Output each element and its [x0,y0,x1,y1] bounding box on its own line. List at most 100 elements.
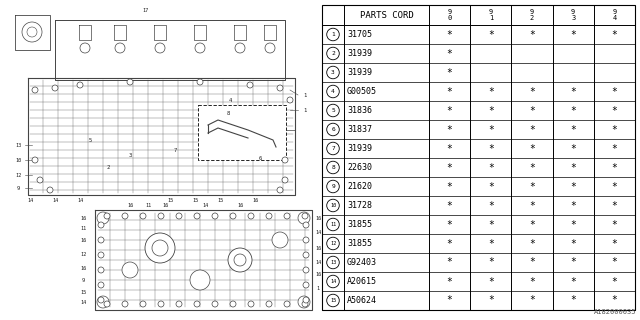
Circle shape [98,297,104,303]
Text: *: * [447,220,452,229]
Text: 14: 14 [330,279,336,284]
Circle shape [327,123,339,136]
Circle shape [98,237,104,243]
Text: *: * [570,181,576,191]
Circle shape [228,248,252,272]
Circle shape [97,212,109,224]
Text: 2: 2 [331,51,335,56]
Text: *: * [611,276,618,286]
Text: 16: 16 [315,245,321,251]
Text: 15: 15 [167,197,173,203]
Text: *: * [447,49,452,59]
Text: *: * [447,238,452,249]
Text: *: * [488,258,493,268]
Circle shape [327,275,339,288]
Circle shape [265,43,275,53]
Text: 31939: 31939 [347,49,372,58]
Text: *: * [570,220,576,229]
Text: *: * [488,163,493,172]
Text: 9: 9 [81,277,84,283]
Text: 3: 3 [331,70,335,75]
Text: 9: 9 [17,186,20,190]
Circle shape [47,187,53,193]
Text: *: * [447,86,452,97]
Text: 4: 4 [228,98,232,102]
Text: *: * [570,295,576,306]
Text: 9
4: 9 4 [612,9,616,21]
Circle shape [195,43,205,53]
Text: 16: 16 [80,266,86,270]
Circle shape [247,82,253,88]
Circle shape [248,301,254,307]
Circle shape [37,177,43,183]
Text: 12: 12 [330,241,336,246]
Circle shape [77,82,83,88]
Text: 21620: 21620 [347,182,372,191]
Text: 14: 14 [52,197,58,203]
Text: *: * [570,86,576,97]
Circle shape [127,79,133,85]
Text: 5: 5 [88,138,92,142]
Circle shape [104,301,110,307]
Circle shape [155,43,165,53]
Text: 15: 15 [80,290,86,294]
Circle shape [98,267,104,273]
Circle shape [122,262,138,278]
Circle shape [190,270,210,290]
Text: *: * [570,124,576,134]
Text: *: * [611,163,618,172]
Text: 8: 8 [227,110,230,116]
Text: 16: 16 [237,203,243,207]
Circle shape [234,254,246,266]
Text: *: * [570,258,576,268]
Text: *: * [529,163,535,172]
Text: A182000035: A182000035 [593,309,636,315]
Circle shape [122,301,128,307]
Text: *: * [447,258,452,268]
Text: *: * [447,276,452,286]
Circle shape [282,177,288,183]
Text: *: * [570,29,576,39]
Text: 1: 1 [303,108,307,113]
Circle shape [212,301,218,307]
Circle shape [248,213,254,219]
Text: 1: 1 [303,92,307,98]
Circle shape [303,237,309,243]
Text: G92403: G92403 [347,258,377,267]
Text: *: * [529,276,535,286]
Text: 16: 16 [315,215,321,220]
Text: 9
1: 9 1 [489,9,493,21]
Text: 31939: 31939 [347,144,372,153]
Text: 13: 13 [330,260,336,265]
Circle shape [327,104,339,117]
Circle shape [327,294,339,307]
Text: PARTS CORD: PARTS CORD [360,11,413,20]
Text: *: * [570,106,576,116]
Text: 13: 13 [15,142,21,148]
Text: *: * [570,143,576,154]
Text: 2: 2 [106,164,109,170]
Text: 14: 14 [315,260,321,265]
Text: 16: 16 [80,215,86,220]
Circle shape [327,28,339,41]
Text: 1: 1 [316,285,319,291]
Text: *: * [611,295,618,306]
Text: *: * [447,106,452,116]
Text: 11: 11 [145,203,151,207]
Text: G00505: G00505 [347,87,377,96]
Text: 7: 7 [331,146,335,151]
Text: *: * [447,124,452,134]
Text: *: * [447,201,452,211]
Circle shape [194,213,200,219]
Text: 1: 1 [331,32,335,37]
Circle shape [303,282,309,288]
Text: *: * [488,220,493,229]
Text: 15: 15 [217,197,223,203]
Text: 12: 12 [80,252,86,258]
Text: *: * [488,86,493,97]
Circle shape [32,87,38,93]
Text: 14: 14 [315,229,321,235]
Circle shape [298,296,310,308]
Circle shape [197,79,203,85]
Text: A50624: A50624 [347,296,377,305]
